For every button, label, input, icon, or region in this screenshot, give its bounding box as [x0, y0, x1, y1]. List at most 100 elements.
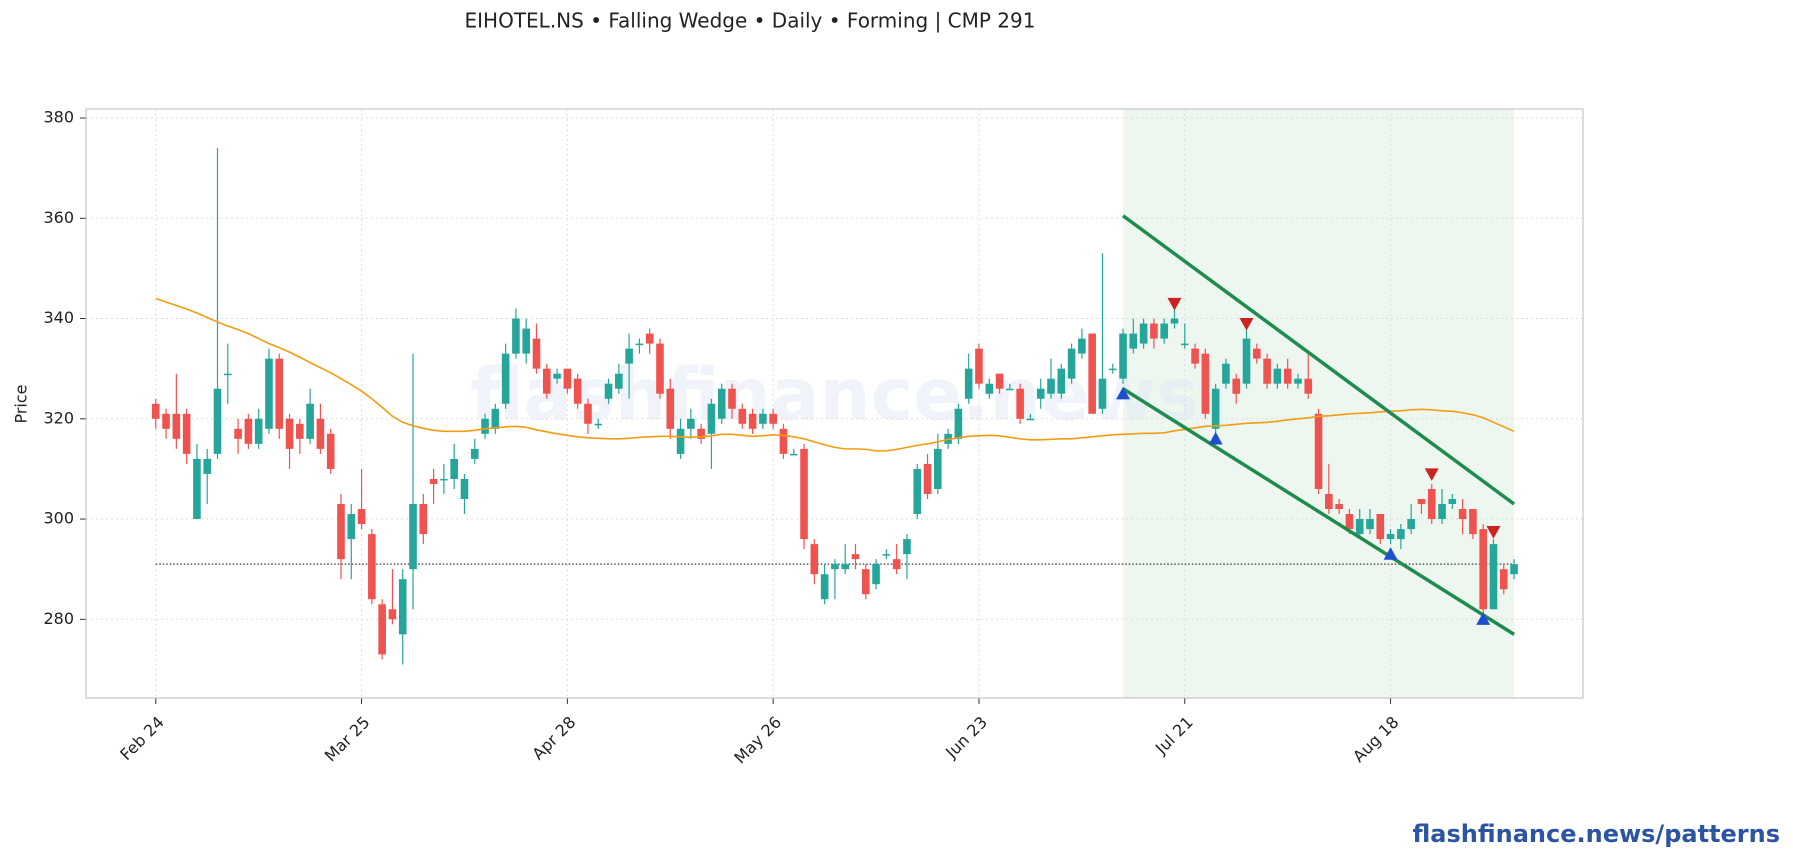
candle-body: [409, 504, 417, 570]
candle-body: [1170, 318, 1179, 324]
candle-body: [789, 453, 798, 456]
candle-body: [1273, 368, 1282, 384]
y-tick-label: 340: [43, 308, 74, 327]
candle-body: [1325, 493, 1333, 510]
candle-body: [1417, 498, 1426, 505]
candle-body: [1139, 323, 1148, 344]
candle-body: [1407, 519, 1415, 530]
candle-body: [1129, 333, 1138, 349]
candle-body: [573, 378, 582, 404]
candle-body: [769, 413, 777, 424]
trough-marker: [1116, 386, 1131, 400]
y-tick-label: 380: [43, 108, 74, 127]
wedge-lower: [1122, 387, 1515, 636]
candle-body: [923, 463, 932, 494]
candle-body: [841, 564, 850, 570]
candle-body: [1242, 338, 1251, 384]
x-tick-label: Aug 18: [1349, 713, 1403, 767]
candle-body: [285, 418, 294, 449]
candle-body: [254, 418, 263, 444]
candle-body: [1191, 348, 1199, 364]
candle-body: [615, 373, 623, 389]
x-tick-label: Jun 23: [941, 713, 991, 763]
candle-body: [1376, 514, 1385, 540]
candle-body: [481, 418, 489, 434]
trough-marker: [1208, 431, 1223, 445]
x-tick-label: Feb 24: [116, 713, 167, 764]
candle-body: [450, 458, 458, 479]
candle-body: [1026, 418, 1035, 421]
candle-body: [1489, 544, 1498, 610]
candle-body: [419, 504, 428, 535]
candle-body: [378, 604, 386, 655]
x-tick-label: Apr 28: [528, 713, 579, 764]
candle-body: [810, 544, 819, 575]
y-tick-label: 300: [43, 509, 74, 528]
candle-body: [398, 579, 407, 635]
candle-body: [306, 403, 314, 439]
candle-body: [707, 403, 716, 434]
candle-body: [223, 373, 232, 376]
candle-body: [203, 458, 212, 474]
candle-body: [275, 358, 284, 429]
candle-body: [1119, 333, 1127, 379]
y-axis-label: Price: [12, 384, 31, 423]
candle-body: [470, 448, 479, 459]
candle-body: [995, 373, 1004, 389]
peak-marker: [1239, 317, 1254, 331]
candle-body: [563, 368, 572, 389]
candle-body: [892, 559, 901, 570]
peak-marker: [1486, 525, 1501, 539]
candle-body: [522, 328, 531, 354]
candle-body: [1386, 534, 1395, 540]
y-tick-label: 360: [43, 208, 74, 227]
candle-body: [1006, 388, 1014, 391]
candle-body: [728, 388, 736, 409]
candle-body: [584, 403, 592, 424]
candle-body: [861, 569, 870, 595]
candle-body: [1438, 504, 1446, 520]
candle-body: [357, 509, 366, 525]
candle-body: [265, 358, 273, 429]
candle-body: [162, 413, 170, 429]
plot-frame: [85, 108, 1584, 699]
wedge-upper: [1121, 214, 1516, 506]
candle-body: [1294, 378, 1302, 384]
candle-body: [1479, 529, 1487, 610]
candle-body: [1283, 368, 1292, 384]
candle-body: [182, 413, 191, 454]
candle-body: [1469, 509, 1477, 535]
candle-body: [820, 574, 829, 600]
y-tick-label: 280: [43, 609, 74, 628]
candle-body: [429, 478, 438, 484]
candle-body: [604, 383, 613, 399]
candle-body: [1345, 514, 1354, 530]
candle-body: [1397, 529, 1405, 540]
candle-body: [1366, 519, 1374, 530]
candle-body: [954, 408, 963, 439]
candle-body: [1253, 348, 1261, 359]
candle-body: [326, 433, 335, 469]
candle-body: [759, 413, 767, 424]
candle-body: [975, 348, 983, 384]
candle-body: [635, 343, 644, 346]
footer: flashfinance.news/patterns: [1412, 820, 1780, 848]
candle-body: [234, 428, 242, 439]
candle-body: [1355, 519, 1364, 535]
candle-body: [666, 388, 675, 429]
peak-marker: [1424, 468, 1439, 481]
candle-body: [1067, 348, 1076, 379]
candle-body: [1088, 333, 1096, 414]
candle-body: [460, 478, 469, 499]
candle-body: [193, 458, 201, 520]
candle-body: [1304, 378, 1313, 394]
y-tick-label: 320: [43, 408, 74, 427]
candle-body: [1150, 323, 1158, 339]
candle-body: [738, 408, 747, 424]
candle-body: [512, 318, 520, 354]
x-tick-label: Mar 25: [321, 713, 374, 766]
candle-body: [368, 534, 376, 600]
candle-body: [800, 448, 808, 540]
candle-body: [1057, 368, 1066, 394]
candle-body: [213, 388, 222, 454]
